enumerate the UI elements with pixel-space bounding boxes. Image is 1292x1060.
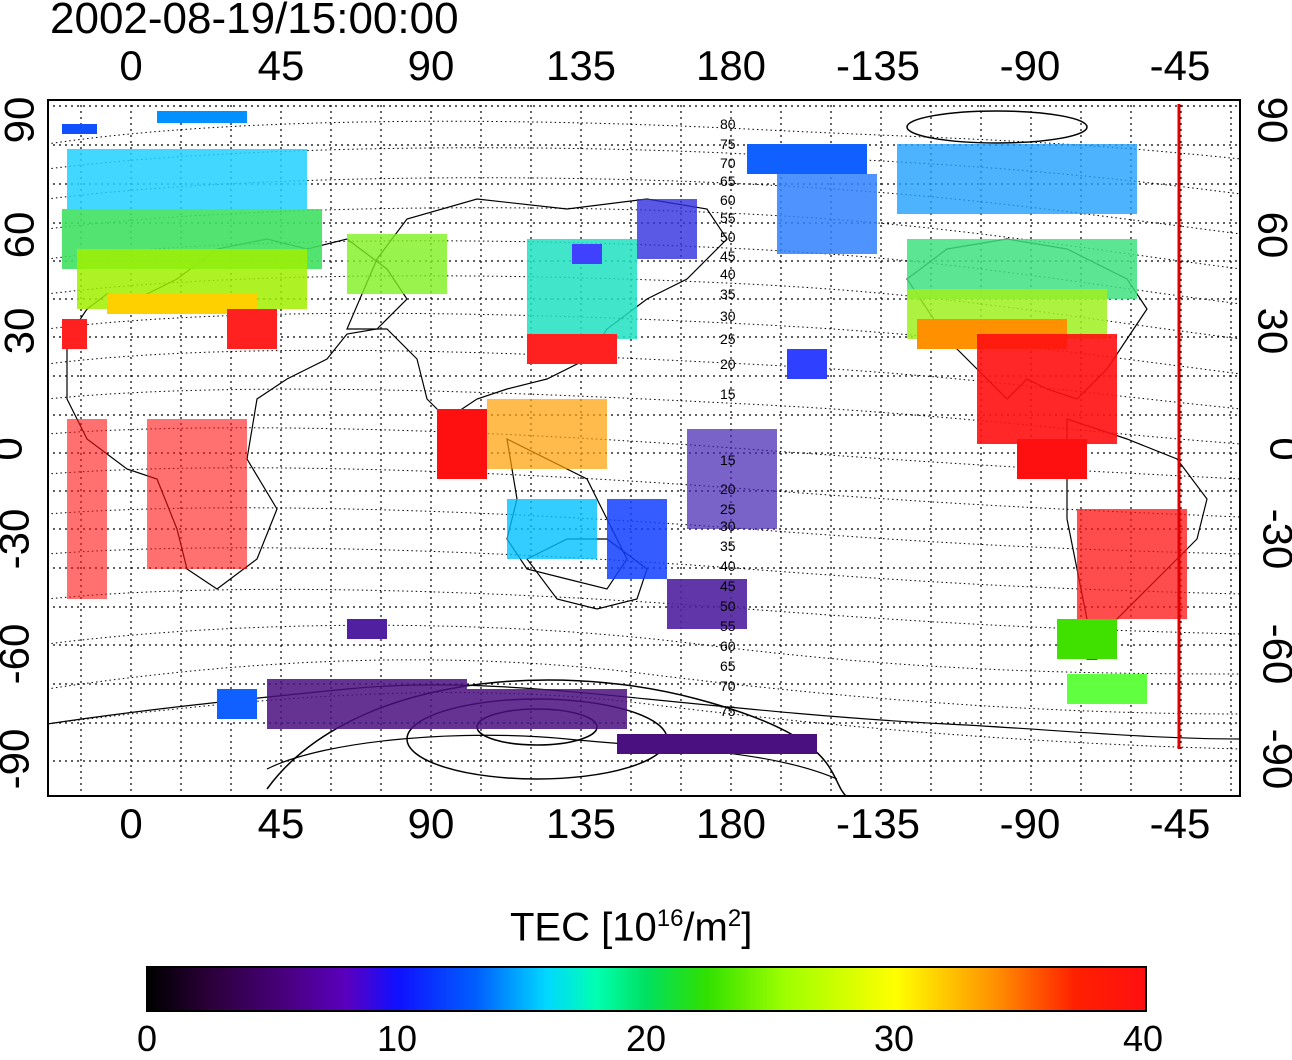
lon-tick-top: 90 (407, 42, 455, 89)
colorbar-tick: 10 (376, 1018, 418, 1059)
lon-tick-bottom: -135 (835, 800, 921, 847)
lat-tick-right: -30 (1254, 508, 1292, 570)
plot-title: 2002-08-19/15:00:00 (50, 0, 459, 43)
lon-tick-top: -45 (1149, 42, 1211, 89)
contour-label: 55 (720, 210, 736, 226)
lon-tick-bottom: 135 (545, 800, 617, 847)
tec-data (62, 111, 1187, 754)
contour-label: 80 (720, 116, 736, 132)
contour-label: 75 (720, 136, 736, 152)
colorbar-tick: 40 (1122, 1018, 1164, 1059)
contour-label: 15 (720, 452, 736, 468)
contour-label: 20 (720, 481, 736, 497)
contour-value-labels: 80 75 70 65 60 55 50 45 40 35 30 25 20 1… (720, 116, 736, 719)
contour-label: 45 (720, 578, 736, 594)
lat-tick-left: -60 (0, 623, 38, 685)
contour-label: 40 (720, 558, 736, 574)
contour-label: 40 (720, 266, 736, 282)
lat-tick-right: -90 (1254, 728, 1292, 790)
lon-tick-bottom: 0 (119, 800, 143, 847)
contour-label: 25 (720, 331, 736, 347)
contour-label: 45 (720, 248, 736, 264)
tec-map: 80 75 70 65 60 55 50 45 40 35 30 25 20 1… (47, 99, 1241, 797)
contour-label: 75 (720, 703, 736, 719)
lat-tick-right: 90 (1249, 96, 1292, 144)
lat-tick-left: 0 (0, 437, 32, 460)
contour-label: 30 (720, 518, 736, 534)
colorbar-tick: 30 (873, 1018, 915, 1059)
contour-label: 50 (720, 229, 736, 245)
lon-tick-bottom: -45 (1149, 800, 1211, 847)
lon-tick-top: 0 (119, 42, 143, 89)
lon-tick-top: -90 (999, 42, 1061, 89)
lon-tick-top: -135 (835, 42, 921, 89)
lon-tick-bottom: 90 (407, 800, 455, 847)
contour-label: 65 (720, 658, 736, 674)
contour-label: 15 (720, 386, 736, 402)
contour-label: 50 (720, 598, 736, 614)
contour-label: 30 (720, 308, 736, 324)
contour-label: 25 (720, 501, 736, 517)
lon-tick-bottom: 45 (257, 800, 305, 847)
lon-tick-top: 45 (257, 42, 305, 89)
lat-tick-left: -30 (0, 508, 38, 570)
lat-tick-left: 30 (0, 307, 43, 355)
contour-label: 35 (720, 538, 736, 554)
contour-label: 60 (720, 638, 736, 654)
tec-colorbar (146, 966, 1147, 1012)
contour-label: 65 (720, 173, 736, 189)
lat-tick-right: 0 (1260, 437, 1292, 460)
lon-tick-top: 180 (695, 42, 767, 89)
contour-label: 55 (720, 618, 736, 634)
lat-tick-left: -90 (0, 728, 38, 790)
lat-tick-left: 90 (0, 96, 43, 144)
axis-bars (47, 99, 1241, 797)
lon-tick-bottom: 180 (695, 800, 767, 847)
colorbar-tick: 20 (625, 1018, 667, 1059)
lat-tick-left: 60 (0, 211, 43, 259)
lat-tick-right: 60 (1249, 211, 1292, 259)
colorbar-label: TEC [1016/m2] (510, 905, 753, 950)
lon-tick-bottom: -90 (999, 800, 1061, 847)
colorbar-tick: 0 (136, 1018, 158, 1059)
contour-label: 35 (720, 286, 736, 302)
contour-label: 20 (720, 356, 736, 372)
lat-tick-right: 30 (1249, 307, 1292, 355)
contour-label: 60 (720, 192, 736, 208)
lon-tick-top: 135 (545, 42, 617, 89)
lat-tick-right: -60 (1254, 623, 1292, 685)
contour-label: 70 (720, 155, 736, 171)
contour-label: 70 (720, 678, 736, 694)
